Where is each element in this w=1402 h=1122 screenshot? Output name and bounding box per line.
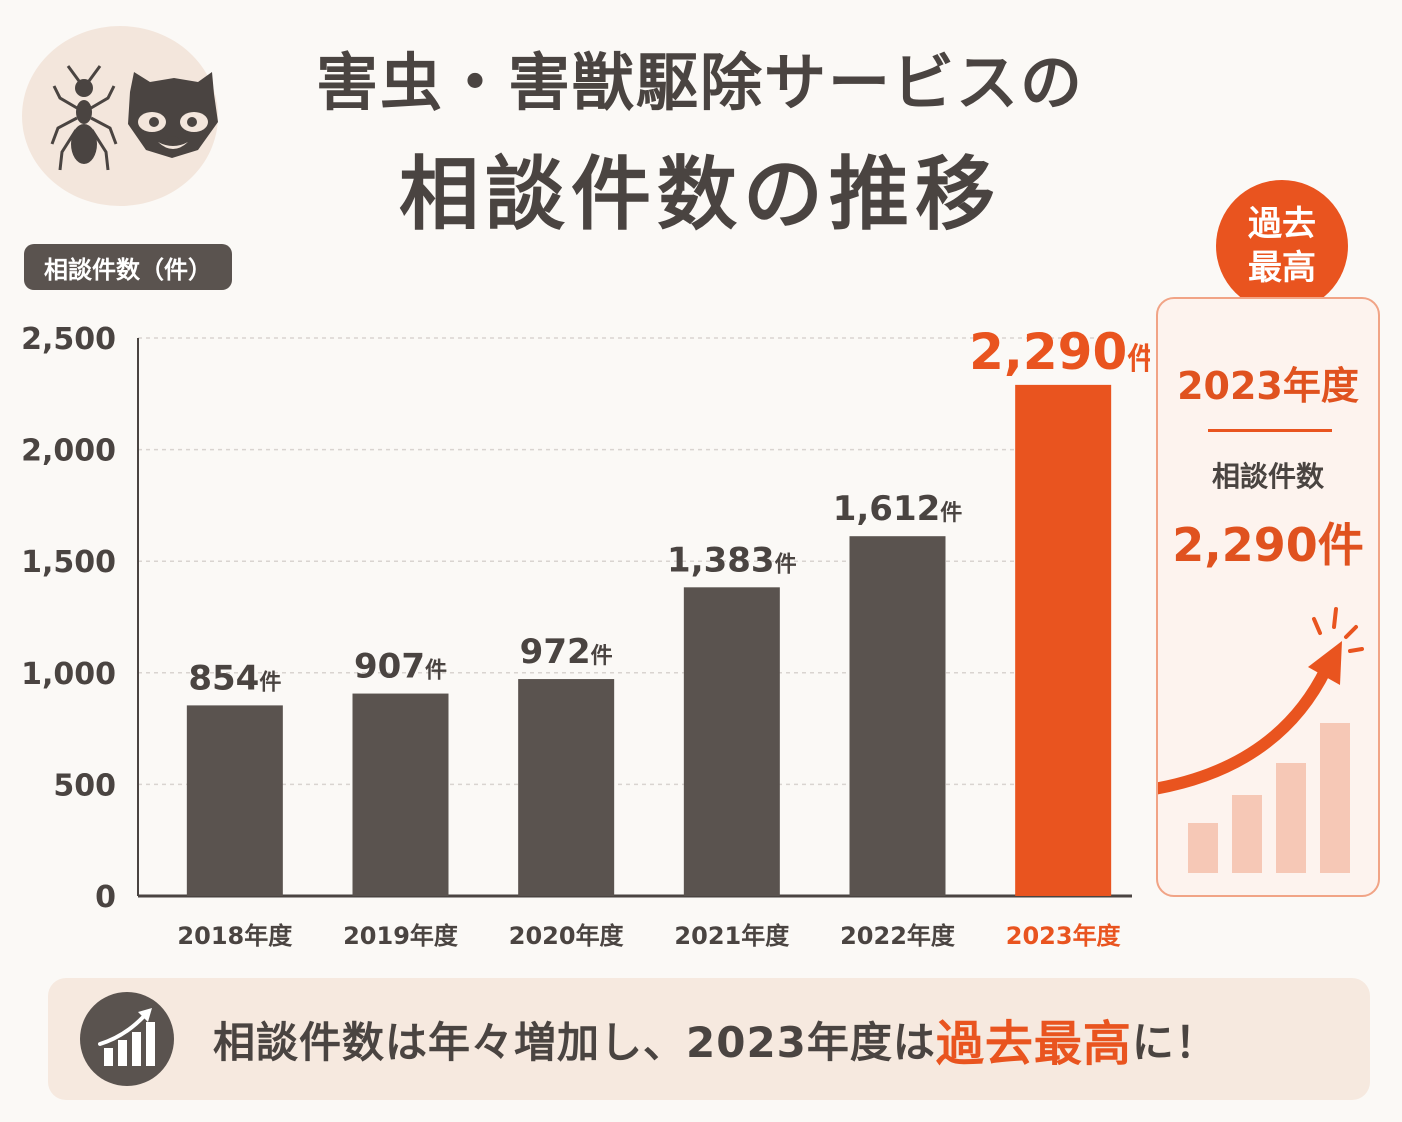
x-tick-label: 2018年度	[177, 922, 293, 950]
pest-icons-badge	[22, 26, 218, 206]
data-label: 907件	[354, 647, 447, 687]
data-label: 972件	[520, 632, 613, 672]
bar	[186, 705, 283, 896]
x-tick-label: 2022年度	[840, 922, 956, 950]
rising-arrow-icon	[1158, 607, 1364, 873]
bar	[352, 693, 449, 896]
y-tick-label: 2,500	[21, 322, 116, 357]
summary-banner: 相談件数は年々増加し、2023年度は 過去最高 に！	[48, 978, 1370, 1100]
bar-chart: 0 500 1,000 1,500 2,000 2,500 854件 2018年度 907件 20…	[21, 322, 1150, 950]
y-tick-label: 2,000	[21, 434, 116, 469]
x-tick-label: 2020年度	[509, 922, 625, 950]
x-tick-label: 2019年度	[343, 922, 459, 950]
data-label: 1,612件	[833, 489, 963, 529]
x-tick-label: 2021年度	[674, 922, 790, 950]
bubble-line-2: 最高	[1248, 248, 1316, 288]
highlight-value: 2,290件	[1172, 518, 1364, 572]
bar	[1015, 384, 1112, 896]
y-tick-label: 1,000	[21, 657, 116, 692]
y-tick-label: 0	[95, 880, 116, 915]
highlight-year: 2023年度	[1177, 364, 1359, 408]
ant-icon	[50, 65, 118, 171]
summary-text: 相談件数は年々増加し、2023年度は 過去最高 に！	[213, 978, 1218, 1100]
summary-text-before: 相談件数は年々増加し、2023年度は	[213, 1017, 936, 1067]
data-label: 854件	[188, 658, 281, 698]
data-label: 2,290件	[969, 323, 1150, 381]
y-tick-label: 500	[53, 768, 116, 803]
highlight-label: 相談件数	[1211, 460, 1324, 493]
divider	[1208, 429, 1332, 432]
bar	[518, 679, 615, 896]
bar	[683, 587, 780, 896]
x-tick-label: 2023年度	[1006, 922, 1122, 950]
raccoon-icon	[128, 72, 218, 158]
summary-text-after: に！	[1131, 1017, 1218, 1067]
data-label: 1,383件	[667, 540, 797, 580]
title-line-2: 相談件数の推移	[399, 148, 1001, 241]
bar	[849, 536, 946, 896]
growth-chart-icon	[80, 992, 174, 1086]
highlight-panel: 2023年度 相談件数 2,290件	[1156, 297, 1380, 897]
title-line-1: 害虫・害獣駆除サービスの	[315, 46, 1084, 119]
ant-raccoon-illustration	[50, 65, 218, 171]
record-high-bubble: 過去 最高	[1216, 180, 1348, 312]
summary-text-highlight: 過去最高	[935, 1016, 1132, 1072]
y-axis-unit-label: 相談件数（件）	[24, 244, 232, 290]
y-tick-label: 1,500	[21, 545, 116, 580]
bubble-line-1: 過去	[1248, 204, 1316, 244]
